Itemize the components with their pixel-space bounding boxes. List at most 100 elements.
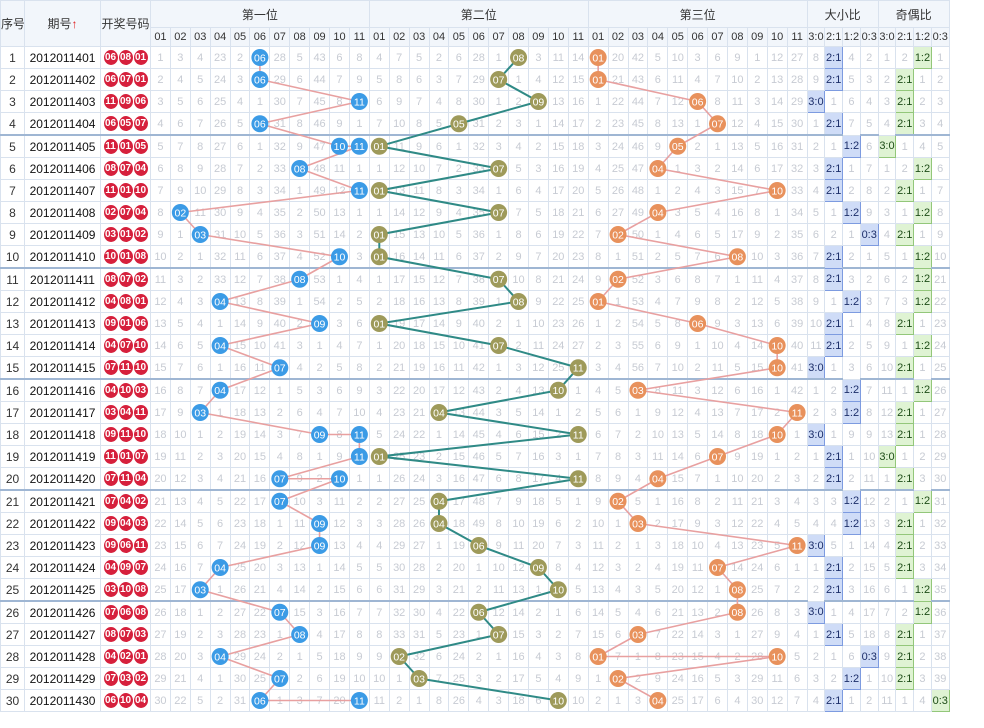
draw-ball: 02 [133, 671, 148, 686]
p1-trend-line [299, 145, 360, 170]
svg-text:01: 01 [373, 141, 385, 153]
pos2-cell: 10 [508, 512, 529, 535]
row-draw-numbers: 11 09 06 [100, 90, 151, 113]
svg-text:08: 08 [513, 52, 525, 64]
p3-trend-ball: 02 [609, 270, 627, 288]
header-number-11: 11 [348, 27, 370, 47]
row-period: 2012011430 [24, 689, 101, 712]
table-row: 25 2012011425 03 10 08 25 17 1 26 21 4 14 2 15 6 6 31 29 3… [0, 578, 950, 602]
svg-text:08: 08 [513, 296, 525, 308]
p2-trend-line [478, 544, 539, 569]
p2-trend-ball: 01 [370, 448, 388, 465]
sort-up-arrow-icon[interactable]: ↑ [71, 17, 78, 31]
p3-trend-ball: 10 [768, 337, 786, 354]
pos1-cell: 46 [309, 112, 331, 136]
oddeven-ratio-hit: 2:1 [895, 312, 915, 335]
pos1-cell: 1 [348, 467, 370, 491]
pos1-cell: 21 [229, 467, 251, 491]
header-number-05: 05 [229, 27, 251, 47]
p2-trend-ball: 11 [569, 470, 587, 488]
header-ratio-1:2: 1:2 [842, 27, 861, 47]
draw-ball: 11 [103, 449, 118, 464]
draw-ball: 01 [118, 183, 133, 198]
p2-trend-ball: 11 [569, 426, 587, 443]
svg-text:11: 11 [573, 429, 584, 441]
p1-trend-ball: 06 [251, 71, 269, 88]
row-seq: 3 [0, 90, 25, 113]
pos3-cell: 9 [667, 334, 689, 357]
draw-ball: 07 [118, 272, 133, 287]
row-period: 2012011427 [24, 623, 101, 646]
svg-text:06: 06 [473, 607, 485, 619]
draw-ball: 07 [118, 627, 133, 642]
pos2-cell: 29 [468, 68, 490, 91]
row-seq: 29 [0, 667, 25, 690]
row-draw-numbers: 02 07 04 [100, 201, 151, 224]
p3-trend-ball: 10 [768, 648, 786, 665]
pos2-cell: 22 [448, 600, 470, 624]
svg-text:11: 11 [792, 407, 803, 419]
row-draw-numbers: 04 02 01 [100, 645, 151, 668]
svg-text:08: 08 [732, 607, 744, 619]
bigsmall-cell: 10 [859, 445, 879, 468]
pos2-cell: 19 [448, 534, 470, 557]
draw-ball: 06 [103, 72, 118, 87]
draw-ball: 02 [103, 205, 118, 220]
draw-ball: 04 [118, 494, 133, 509]
pos2-cell: 4 [428, 90, 450, 113]
p3-trend-line [657, 189, 778, 214]
p1-trend-line [180, 189, 360, 214]
svg-text:01: 01 [592, 296, 604, 308]
pos3-cell: 29 [786, 90, 808, 113]
bigsmall-cell: 15 [859, 556, 879, 579]
svg-text:11: 11 [354, 695, 365, 707]
svg-text:08: 08 [294, 274, 306, 286]
svg-text:02: 02 [612, 229, 624, 241]
draw-ball: 10 [118, 582, 133, 597]
p3-trend-line [617, 233, 738, 258]
row-period: 2012011411 [24, 267, 101, 291]
pos2-cell: 10 [388, 112, 410, 136]
row-draw-numbers: 11 01 07 [100, 445, 151, 468]
pos2-cell: 23 [448, 623, 470, 646]
p3-trend-ball: 10 [768, 182, 786, 199]
pos3-cell: 2 [587, 334, 609, 357]
header-ratio-0:3: 0:3 [859, 27, 879, 47]
oddeven-ratio-hit: 1:2 [913, 46, 932, 69]
p1-trend-line [259, 78, 360, 103]
p1-trend-ball: 11 [350, 137, 368, 155]
p3-trend-line [717, 433, 778, 458]
svg-text:06: 06 [473, 540, 485, 552]
draw-ball: 11 [118, 427, 133, 442]
pos1-cell: 10 [348, 401, 370, 424]
p3-trend-line [657, 455, 718, 480]
svg-text:06: 06 [254, 695, 266, 707]
svg-text:04: 04 [433, 518, 445, 530]
p1-trend-line [279, 455, 360, 480]
header-number-06: 06 [687, 27, 709, 47]
pos3-cell: 15 [766, 112, 788, 136]
pos3-cell: 39 [786, 312, 808, 335]
p1-trend-ball: 07 [271, 670, 289, 687]
p2-trend-ball: 06 [470, 603, 488, 621]
draw-ball: 04 [103, 338, 118, 353]
draw-ball: 07 [118, 205, 133, 220]
pos1-cell: 23 [249, 623, 271, 646]
svg-text:11: 11 [354, 96, 365, 108]
pos2-cell: 32 [388, 600, 410, 624]
oddeven-cell: 24 [930, 334, 950, 357]
p3-trend-line [637, 522, 798, 547]
draw-ball: 06 [103, 116, 118, 131]
oddeven-cell: 27 [930, 401, 950, 424]
svg-text:11: 11 [573, 474, 584, 486]
pos3-cell: 1 [687, 334, 709, 357]
p1-trend-ball: 10 [330, 248, 348, 266]
p2-trend-ball: 07 [490, 71, 508, 88]
row-period: 2012011404 [24, 112, 101, 136]
pos2-cell: 12 [527, 356, 549, 380]
svg-text:04: 04 [214, 562, 226, 574]
pos2-cell: 42 [468, 356, 490, 380]
p3-trend-ball: 01 [589, 293, 607, 310]
p2-trend-ball: 05 [450, 115, 468, 133]
draw-ball: 01 [118, 449, 133, 464]
